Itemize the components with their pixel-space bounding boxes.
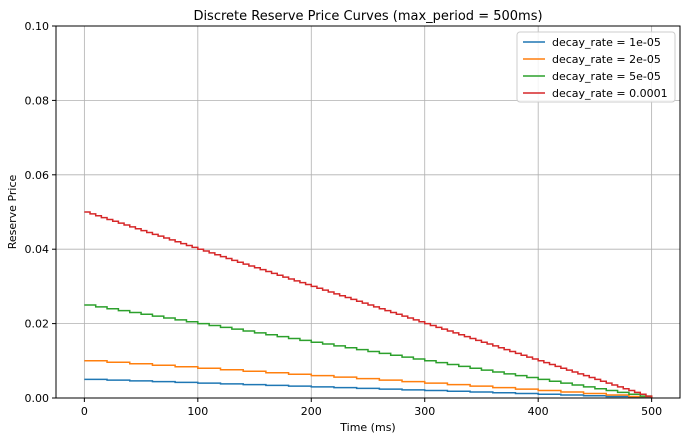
x-axis-title: Time (ms) [339,421,395,434]
y-tick-label: 0.08 [25,94,50,107]
legend: decay_rate = 1e-05 decay_rate = 2e-05 deca… [516,31,676,103]
chart-title: Discrete Reserve Price Curves (max_perio… [193,9,542,24]
series-line [84,211,653,398]
x-tick-label: 400 [528,405,549,418]
x-tick-label: 300 [414,405,435,418]
x-axis: 0 100 200 300 400 500 [81,398,662,418]
legend-label: decay_rate = 5e-05 [552,70,661,83]
y-tick-label: 0.02 [25,318,50,331]
plot-frame [55,25,681,399]
legend-label: decay_rate = 2e-05 [552,53,661,66]
series-line [84,360,653,398]
series-layer [84,211,653,399]
y-tick-label: 0.10 [25,20,50,33]
legend-label: decay_rate = 1e-05 [552,36,661,49]
legend-label: decay_rate = 0.0001 [552,87,668,100]
y-tick-label: 0.00 [25,392,50,405]
y-axis-title: Reserve Price [6,174,19,249]
series-line [84,304,653,398]
y-axis: 0.00 0.02 0.04 0.06 0.08 0.10 [25,20,56,405]
x-tick-label: 100 [187,405,208,418]
x-tick-label: 200 [301,405,322,418]
legend-box [516,31,676,103]
series-line [84,378,653,399]
y-tick-label: 0.06 [25,169,50,182]
x-tick-label: 0 [81,405,88,418]
y-tick-label: 0.04 [25,243,50,256]
x-tick-label: 500 [641,405,662,418]
